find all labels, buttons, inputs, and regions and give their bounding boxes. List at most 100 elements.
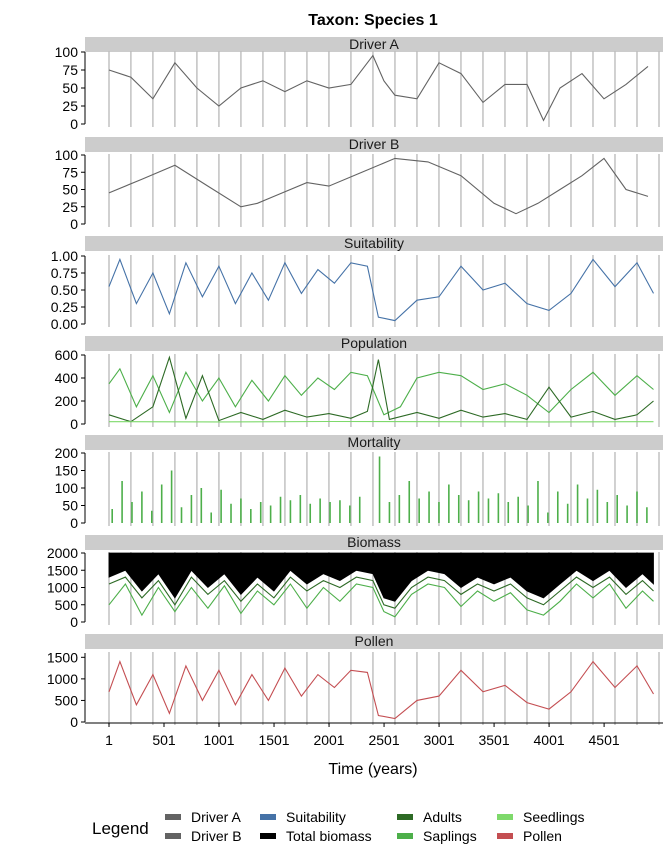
legend-label: Suitability [286,809,346,825]
y-tick-label: 150 [55,463,79,479]
legend-item-total-biomass: Total biomass [260,828,372,844]
legend-key [260,833,276,839]
series-driver-b [108,157,649,215]
panel-strip-label: Mortality [348,434,401,450]
series-suitability [108,257,654,322]
legend-label: Pollen [523,828,562,844]
legend-item-suitability: Suitability [260,809,346,825]
y-tick-label: 1000 [47,580,78,596]
panel-strip [85,535,663,550]
y-tick-label: 0.25 [51,299,78,315]
x-tick-label: 1001 [203,732,234,748]
legend-label: Saplings [423,828,477,844]
panel-strip-label: Pollen [355,633,394,649]
legend-label: Seedlings [523,809,585,825]
panel-strip [85,435,663,450]
y-tick-label: 500 [55,597,79,613]
series-saplings [111,456,648,523]
x-tick-label: 2001 [313,732,344,748]
y-tick-label: 400 [55,370,79,386]
y-tick-label: 50 [62,80,78,96]
y-tick-label: 25 [62,98,78,114]
y-tick-label: 50 [62,182,78,198]
x-tick-label: 1501 [258,732,289,748]
y-tick-label: 600 [55,347,79,363]
x-tick-label: 1 [105,732,113,748]
panel-strip-label: Biomass [347,534,401,550]
legend-label: Total biomass [286,828,372,844]
legend-label: Adults [423,809,462,825]
y-tick-label: 0 [70,216,78,232]
y-tick-label: 1.00 [51,248,78,264]
y-tick-label: 0 [70,515,78,531]
series-saplings [108,367,654,416]
panel-strip-label: Driver A [349,36,399,52]
y-tick-label: 100 [55,480,79,496]
legend-key [497,833,513,839]
x-tick-label: 4501 [589,732,620,748]
x-tick-label: 3001 [423,732,454,748]
y-tick-label: 0 [70,116,78,132]
panel-pollen: Pollen 0 500 1000 1500 [47,633,663,730]
y-tick-label: 75 [62,62,78,78]
panel-strip [85,236,663,251]
panel-strip [85,336,663,351]
y-tick-label: 100 [55,44,79,60]
legend: Legend Driver A Driver B Suitability Total b… [92,809,585,844]
y-tick-label: 1500 [47,649,78,665]
legend-title: Legend [92,819,149,838]
y-tick-label: 100 [55,147,79,163]
y-tick-label: 0.50 [51,282,78,298]
x-tick-label: 3501 [478,732,509,748]
legend-item-driver-b: Driver B [165,828,242,844]
legend-item-saplings: Saplings [397,828,477,844]
x-tick-label: 501 [152,732,176,748]
panel-strip [85,137,663,152]
y-tick-label: 1500 [47,562,78,578]
series-adults [108,576,654,609]
panel-population: Population 0 200 400 600 [55,335,663,432]
panel-strip-label: Population [341,335,407,351]
y-tick-label: 50 [62,498,78,514]
panel-strip [85,37,663,52]
x-axis: 1 501 1001 1501 2001 2501 3001 3501 4001 4501 [85,722,663,748]
y-tick-label: 200 [55,393,79,409]
legend-key [497,814,513,820]
series-adults [108,355,654,423]
y-tick-label: 500 [55,692,79,708]
series-driver-a [108,54,649,122]
legend-key [165,814,181,820]
panel-driver-a: Driver A 0 25 50 75 100 [55,36,663,132]
series-total-biomass [108,552,654,602]
y-tick-label: 0 [70,416,78,432]
legend-item-adults: Adults [397,809,462,825]
x-tick-label: 2501 [368,732,399,748]
legend-key [397,814,413,820]
y-tick-label: 200 [55,445,79,461]
panel-strip-label: Driver B [349,136,400,152]
y-tick-label: 0 [70,614,78,630]
panel-suitability: Suitability 0.000.250.500.751.00 [51,235,663,332]
x-axis-label: Time (years) [328,761,417,778]
panel-strip [85,634,663,649]
y-tick-label: 1000 [47,671,78,687]
y-tick-label: 0.75 [51,265,78,281]
y-tick-label: 0 [70,714,78,730]
legend-item-pollen: Pollen [497,828,562,844]
series-pollen [108,660,654,720]
legend-item-driver-a: Driver A [165,809,241,825]
legend-label: Driver A [191,809,241,825]
y-tick-label: 75 [62,164,78,180]
legend-key [260,814,276,820]
legend-item-seedlings: Seedlings [497,809,585,825]
y-tick-label: 25 [62,199,78,215]
y-tick-label: 2000 [47,545,78,561]
panel-strip-label: Suitability [344,235,404,251]
x-tick-label: 4001 [534,732,565,748]
legend-key [165,833,181,839]
